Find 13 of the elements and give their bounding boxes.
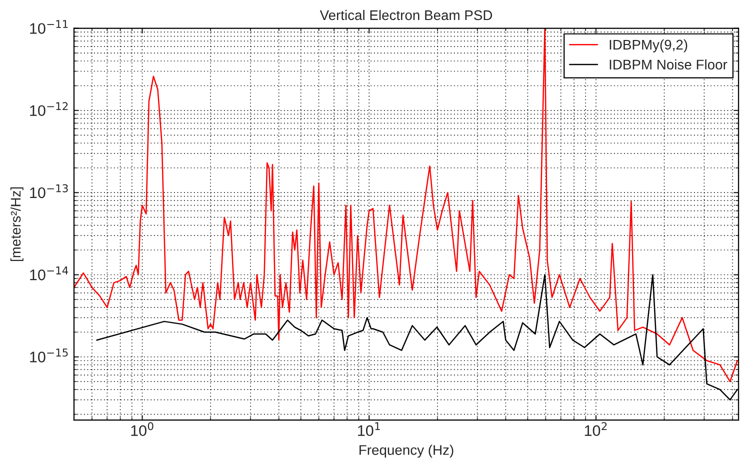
y-tick-label: 10$^{−11}$ [30, 20, 68, 34]
x-tick-label: 10$^{1}$ [358, 422, 380, 436]
y-tick-label: 10$^{−15}$ [30, 348, 68, 362]
y-tick-label: 10$^{−12}$ [30, 102, 68, 116]
y-tick-label: 10$^{−14}$ [30, 266, 68, 280]
x-tick-label: 10$^{0}$ [131, 422, 154, 436]
x-axis-title: Frequency (Hz) [360, 444, 454, 458]
x-tick-label: 10$^{2}$ [584, 422, 607, 436]
y-tick-label: 10$^{−13}$ [30, 184, 68, 198]
legend-label: IDBPMy(9,2) [610, 39, 688, 52]
legend-label: IDBPM Noise Floor [610, 59, 728, 70]
y-axis-title: [meters²/Hz] [10, 187, 24, 262]
chart-title: Vertical Electron Beam PSD [320, 10, 492, 20]
